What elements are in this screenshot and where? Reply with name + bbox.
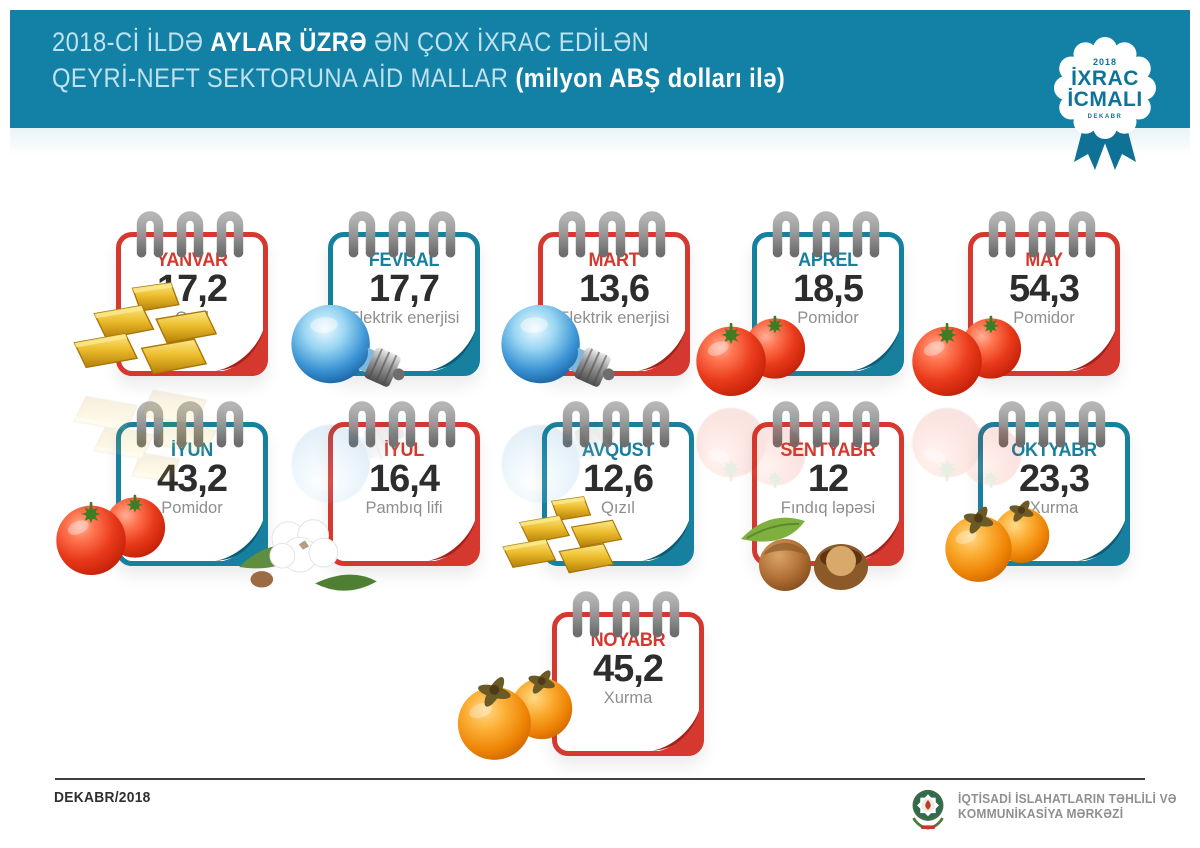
title-line-2: QEYRİ-NEFT SEKTORUNA AİD MALLAR (milyon … [52,63,786,94]
month-name: YANVAR [156,250,228,271]
export-value: 12 [807,458,849,500]
product-name: Pambıq lifi [365,498,443,517]
product-name: Pomidor [1013,308,1075,327]
azerbaijan-emblem-icon [911,788,945,831]
footer-divider [55,778,1145,780]
title-line-1: 2018-Cİ İLDƏ AYLAR ÜZRƏ ƏN ÇOX İXRAC EDİ… [52,27,650,57]
export-value: 54,3 [1009,268,1080,310]
month-name: APREL [798,250,858,271]
org-name-line1: İQTİSADİ İSLAHATLARIN TƏHLİLİ VƏ [958,792,1177,806]
month-card-oktyabr: OKTYABR 23,3 Xurma [945,422,1130,582]
badge-year: 2018 [1092,57,1118,67]
month-card-yanvar: YANVAR 17,2 Qızıl [73,232,268,482]
product-name: Pomidor [161,498,223,517]
month-card-mart: MART 13,6 Elektrik enerjisi [487,232,690,503]
organization-name: İQTİSADİ İSLAHATLARIN TƏHLİLİ VƏ KOMMUNİ… [958,792,1177,822]
month-card-iyun: İYUN 43,2 Pomidor [56,422,268,576]
export-review-badge: 2018 İXRAC İCMALI DEKABR [1040,36,1170,188]
export-value: 23,3 [1019,458,1090,500]
badge-subtitle: DEKABR [1087,113,1123,120]
rosette-ribbon-icon [1054,37,1156,170]
export-value: 12,6 [583,458,654,500]
month-card-sentyabr: SENTYABR 12 Fındıq ləpəsi [740,422,904,592]
page-curl [633,319,687,373]
month-card-iyul: İYUL 16,4 Pambıq lifi [238,422,480,592]
export-value: 43,2 [157,458,228,500]
badge-text: 2018 İXRAC İCMALI DEKABR [1040,36,1170,120]
header-banner [10,10,1190,128]
product-name: Fındıq ləpəsi [780,498,876,517]
export-value: 16,4 [369,458,440,500]
header-shadow [10,128,1190,168]
infographic-title: 2018-Cİ İLDƏ AYLAR ÜZRƏ ƏN ÇOX İXRAC EDİ… [52,24,885,96]
page-curl [423,319,477,373]
month-name: MAY [1025,250,1063,271]
export-value: 13,6 [579,268,650,310]
month-card-may: MAY 54,3 Pomidor [912,232,1120,490]
month-name: İYUN [170,440,213,461]
page-curl [637,509,691,563]
product-name: Pomidor [797,308,859,327]
product-name: Xurma [603,688,653,707]
export-value: 17,7 [369,268,440,310]
badge-title-line2: İCMALI [1067,88,1143,112]
page-curl [847,509,901,563]
month-card-aprel: APREL 18,5 Pomidor [696,232,904,490]
page-curl [211,509,265,563]
page-curl [847,319,901,373]
month-card-avqust: AVQUST 12,6 Qızıl [502,422,694,574]
month-name: AVQUST [581,440,655,461]
page-curl [211,319,265,373]
page-curl [423,509,477,563]
month-name: NOYABR [590,630,666,651]
month-card-noyabr: NOYABR 45,2 Xurma [457,612,704,760]
page-curl [1063,319,1117,373]
month-name: İYUL [384,440,424,461]
month-name: SENTYABR [780,440,876,461]
month-card-fevral: FEVRAL 17,7 Elektrik enerjisi [277,232,480,503]
month-name: OKTYABR [1011,440,1097,461]
page-curl [1073,509,1127,563]
export-value: 45,2 [593,648,664,690]
publication-date: DEKABR/2018 [54,789,151,806]
org-name-line2: KOMMUNİKASİYA MƏRKƏZİ [958,807,1124,821]
month-name: MART [588,250,640,271]
badge-title-line1: İXRAC [1071,67,1139,90]
month-name: FEVRAL [368,250,440,271]
export-value: 17,2 [157,268,228,310]
export-value: 18,5 [793,268,864,310]
page-curl [647,699,701,753]
